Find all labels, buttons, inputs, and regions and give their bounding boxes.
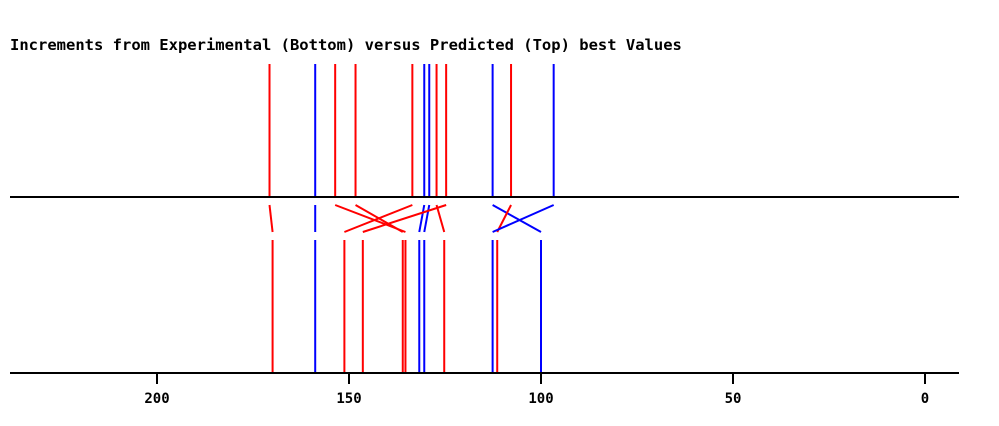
match-link-11 [492, 204, 555, 233]
x-tick-label-100: 100 [528, 391, 553, 407]
match-link-0 [268, 204, 274, 233]
x-tick-label-50: 50 [725, 391, 742, 407]
match-link-9 [492, 204, 542, 233]
match-link-6 [423, 204, 431, 233]
match-link-4 [344, 204, 413, 233]
match-link-8 [362, 204, 447, 233]
chart-title: Increments from Experimental (Bottom) ve… [10, 36, 682, 54]
x-tick-label-0: 0 [921, 391, 929, 407]
x-tick-label-150: 150 [336, 391, 361, 407]
top-panel-lines [268, 64, 555, 196]
match-connectors [268, 204, 555, 233]
match-link-10 [496, 204, 512, 233]
match-link-5 [418, 204, 426, 233]
x-axis-ticks: 200 150 100 50 0 [144, 373, 929, 407]
bottom-panel-lines [271, 240, 542, 372]
x-tick-label-200: 200 [144, 391, 169, 407]
match-link-7 [435, 204, 446, 233]
